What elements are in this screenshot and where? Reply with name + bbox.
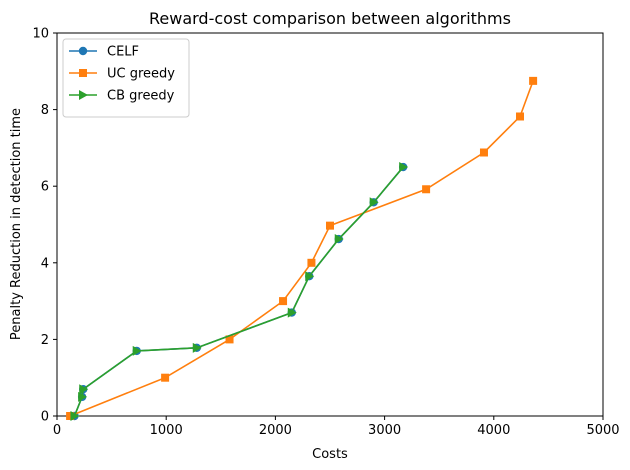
- legend-item-celf: CELF: [69, 45, 139, 60]
- data-point-uc-greedy: [279, 297, 288, 306]
- legend-item-cb-greedy: CB greedy: [69, 89, 175, 104]
- plot-area-frame: [56, 32, 604, 417]
- data-point-uc-greedy: [326, 221, 334, 230]
- y-tick-label: 0: [41, 410, 49, 425]
- y-tick-label: 8: [41, 103, 49, 118]
- x-axis: 0 1000 2000 3000 4000 5000: [53, 416, 620, 438]
- data-point-uc-greedy: [225, 335, 234, 344]
- data-point-cb-greedy: [399, 162, 409, 173]
- data-point-uc-greedy: [66, 412, 75, 420]
- data-point-uc-greedy: [422, 185, 431, 194]
- x-tick-label: 2000: [259, 423, 292, 438]
- series-line-uc-greedy: [69, 80, 534, 417]
- series-line-celf: [73, 166, 404, 417]
- y-tick-label: 2: [41, 333, 49, 348]
- data-point-uc-greedy: [516, 112, 525, 121]
- legend-marker: [79, 90, 88, 100]
- x-axis-label: Costs: [312, 447, 348, 462]
- data-point-cb-greedy: [305, 271, 315, 282]
- x-tick-label: 1000: [150, 423, 183, 438]
- legend-marker: [78, 46, 88, 56]
- data-point-cb-greedy: [132, 345, 142, 356]
- data-point-uc-greedy: [307, 258, 316, 267]
- data-point-cb-greedy: [287, 307, 297, 318]
- x-tick-label: 5000: [586, 423, 619, 438]
- chart-title: Reward-cost comparison between algorithm…: [149, 9, 511, 28]
- legend-label: UC greedy: [107, 67, 175, 82]
- legend-box: [62, 38, 190, 118]
- data-point-cb-greedy: [70, 411, 80, 421]
- y-tick-label: 4: [41, 256, 49, 271]
- series-uc-greedy: [66, 76, 538, 420]
- data-point-uc-greedy: [479, 148, 488, 157]
- series-celf: [70, 162, 408, 421]
- x-tick-label: 4000: [477, 423, 510, 438]
- legend-item-uc-greedy: UC greedy: [69, 67, 175, 82]
- y-tick-label: 10: [32, 27, 49, 42]
- data-point-uc-greedy: [161, 373, 170, 382]
- data-point-uc-greedy: [529, 76, 538, 85]
- legend-label: CB greedy: [107, 89, 175, 104]
- data-point-cb-greedy: [78, 391, 88, 402]
- series-layer: [66, 76, 538, 421]
- legend-marker: [79, 69, 87, 77]
- data-point-cb-greedy: [369, 197, 379, 208]
- legend-label: CELF: [107, 45, 139, 60]
- x-tick-label: 0: [53, 423, 61, 438]
- x-tick-label: 3000: [368, 423, 401, 438]
- series-line-cb-greedy: [73, 166, 404, 417]
- series-cb-greedy: [70, 162, 409, 421]
- data-point-cb-greedy: [334, 234, 344, 245]
- y-tick-label: 6: [41, 180, 49, 195]
- data-point-cb-greedy: [192, 342, 202, 353]
- legend: CELF UC greedy CB greedy: [62, 38, 190, 118]
- y-axis-label: Penalty Reduction in detection time: [9, 108, 24, 340]
- data-point-cb-greedy: [79, 384, 89, 395]
- y-axis: 0 2 4 6 8 10: [32, 27, 57, 425]
